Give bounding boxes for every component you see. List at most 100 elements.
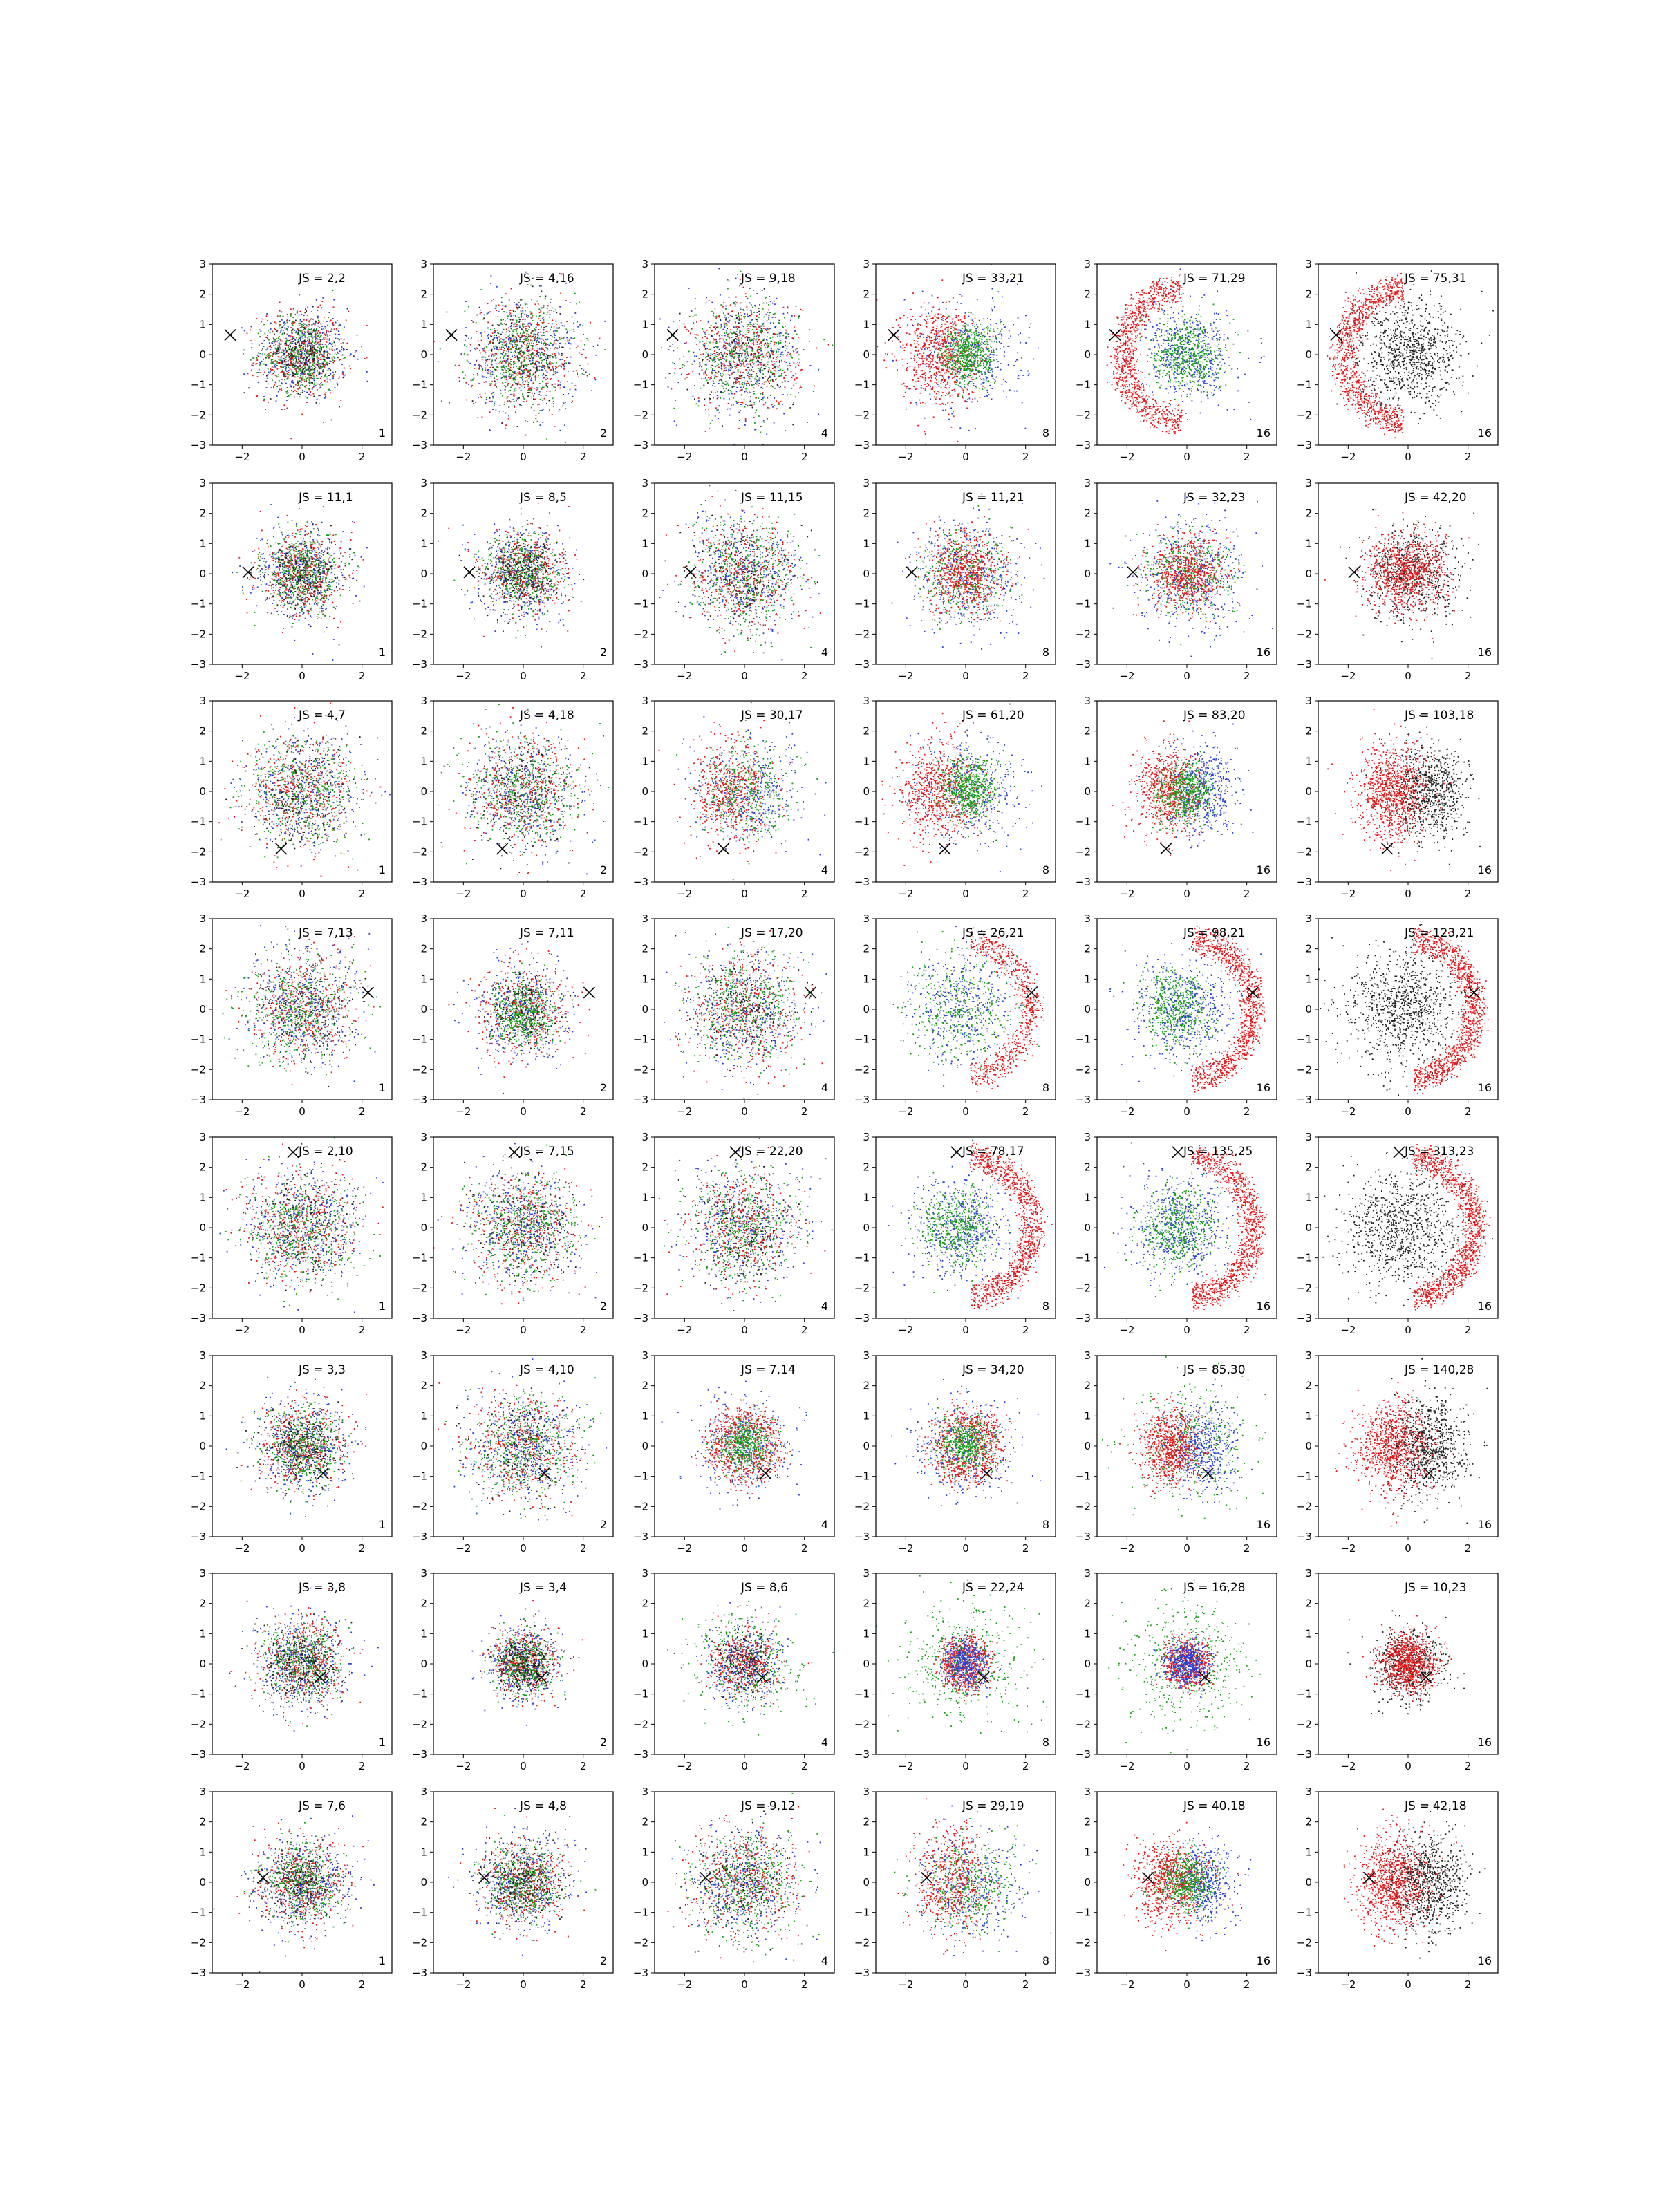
data-point [729,398,730,400]
data-point [562,406,563,407]
data-point [741,355,742,357]
data-point [300,375,301,376]
data-point [466,346,467,347]
data-point [510,361,512,362]
data-point [754,336,756,337]
data-point [309,355,310,357]
data-point [486,397,487,398]
data-point [727,331,728,332]
data-point [344,357,346,359]
data-point [950,346,952,347]
data-point [745,293,747,294]
data-point [978,332,980,333]
data-point [699,349,700,350]
data-point [509,331,511,332]
data-point [499,339,500,341]
data-point [761,399,762,400]
data-point [304,371,306,372]
data-point [537,322,538,324]
data-point [534,355,536,356]
data-point [324,357,325,359]
data-point [1000,333,1001,335]
data-point [649,381,650,382]
data-point [479,344,480,346]
data-point [719,353,720,355]
data-point [551,335,552,336]
data-point [308,373,310,375]
data-point [543,354,545,355]
data-point [762,388,763,389]
data-point [535,418,536,420]
data-point [473,403,474,404]
data-point [697,335,699,336]
data-point [928,303,930,304]
data-point [527,371,529,373]
data-point [465,340,466,341]
data-point [701,378,702,379]
data-point [276,362,278,364]
data-point [512,394,513,395]
data-point [774,375,775,376]
data-point [750,324,751,325]
data-point [709,349,711,350]
data-point [434,341,435,342]
data-point [290,327,292,328]
data-point [332,362,334,364]
data-point [346,349,348,350]
data-point [274,384,275,386]
data-point [743,326,744,328]
data-point [705,409,706,411]
data-point [960,355,962,357]
data-point [733,340,735,341]
data-point [508,350,509,351]
data-point [714,362,715,363]
data-point [297,388,299,390]
data-point [292,329,294,330]
data-point [760,432,761,433]
data-point [730,315,731,316]
data-point [274,339,276,341]
data-point [760,341,761,343]
data-point [256,359,258,361]
data-point [287,314,288,315]
data-point [296,391,297,392]
data-point [877,346,878,348]
data-point [281,371,283,373]
data-point [301,384,303,385]
data-point [508,336,509,337]
data-point [762,393,763,395]
data-point [328,353,329,354]
data-point [930,398,931,400]
data-point [512,341,514,343]
data-point [916,404,917,406]
y-tick-label: −1 [633,379,648,391]
data-point [259,353,261,354]
data-point [529,373,531,374]
data-point [996,355,997,356]
data-point [568,363,570,364]
data-point [355,350,357,352]
data-point [495,308,496,309]
data-point [502,354,503,355]
data-point [536,371,538,372]
data-point [288,372,290,373]
data-point [1000,348,1001,349]
data-point [299,330,301,332]
data-point [567,331,568,332]
data-point [711,367,712,368]
data-point [510,315,512,317]
data-point [278,376,279,377]
data-point [488,334,489,335]
data-point [753,355,754,356]
data-point [975,386,977,387]
data-point [314,342,315,344]
data-point [519,339,521,341]
data-point [543,359,545,360]
data-point [471,379,472,381]
data-point [754,353,756,354]
data-point [731,353,733,355]
data-point [527,330,528,332]
data-point [549,317,550,318]
data-point [763,303,765,304]
